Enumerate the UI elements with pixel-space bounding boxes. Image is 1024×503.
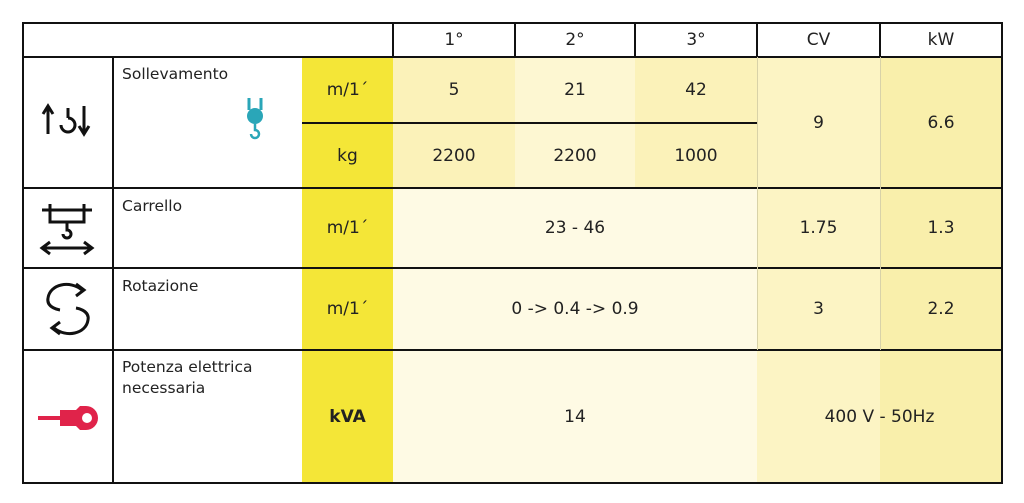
unit: kg — [337, 145, 358, 166]
row-label: Rotazione — [122, 277, 199, 295]
value: 42 — [685, 80, 707, 100]
row-label: Potenza elettrica necessaria — [122, 358, 253, 397]
border — [22, 482, 1003, 484]
divider — [880, 57, 881, 350]
value: 2200 — [553, 145, 597, 166]
divider — [757, 57, 758, 350]
border — [22, 349, 1003, 351]
cell-bg — [393, 188, 757, 483]
row-label: Sollevamento — [122, 65, 229, 83]
unit: m/1´ — [326, 218, 369, 238]
border — [879, 22, 881, 57]
cell-bg — [757, 57, 880, 483]
value: 1000 — [674, 145, 718, 166]
cell-bg — [880, 57, 1002, 483]
border — [22, 267, 1003, 269]
unit: m/1´ — [326, 299, 369, 319]
border — [514, 22, 516, 57]
value: 0 -> 0.4 -> 0.9 — [511, 299, 639, 319]
hook-icon — [247, 98, 263, 140]
value: 2200 — [432, 145, 476, 166]
cv: 1.75 — [799, 218, 838, 238]
border — [22, 56, 1003, 58]
header-cell: 2° — [565, 29, 585, 50]
border — [1001, 22, 1003, 484]
border — [22, 22, 24, 484]
header-cell: CV — [806, 29, 831, 50]
kw: 6.6 — [927, 112, 955, 133]
value: 5 — [448, 80, 460, 100]
border — [634, 22, 636, 57]
supply: 400 V - 50Hz — [824, 406, 935, 427]
border — [112, 57, 114, 483]
trolley-icon — [39, 204, 95, 256]
unit: kVA — [329, 406, 366, 427]
unit-column-bg — [302, 57, 393, 483]
value: 23 - 46 — [544, 218, 606, 238]
border — [22, 187, 1003, 189]
rotation-icon — [46, 282, 90, 336]
border — [22, 22, 1003, 24]
value: 14 — [564, 406, 586, 427]
unit: m/1´ — [326, 80, 369, 100]
cv: 9 — [813, 112, 824, 133]
border — [302, 122, 757, 124]
border — [756, 22, 758, 57]
kw: 1.3 — [927, 218, 955, 238]
plug-icon — [38, 406, 98, 430]
header-cell: kW — [927, 29, 955, 50]
border — [392, 22, 394, 57]
header-cell: 1° — [444, 29, 464, 50]
kw: 2.2 — [927, 299, 955, 319]
header-cell: 3° — [686, 29, 706, 50]
lift-icon — [41, 103, 91, 137]
row-label: Carrello — [122, 197, 183, 215]
cv: 3 — [813, 299, 824, 319]
value: 21 — [564, 80, 586, 100]
